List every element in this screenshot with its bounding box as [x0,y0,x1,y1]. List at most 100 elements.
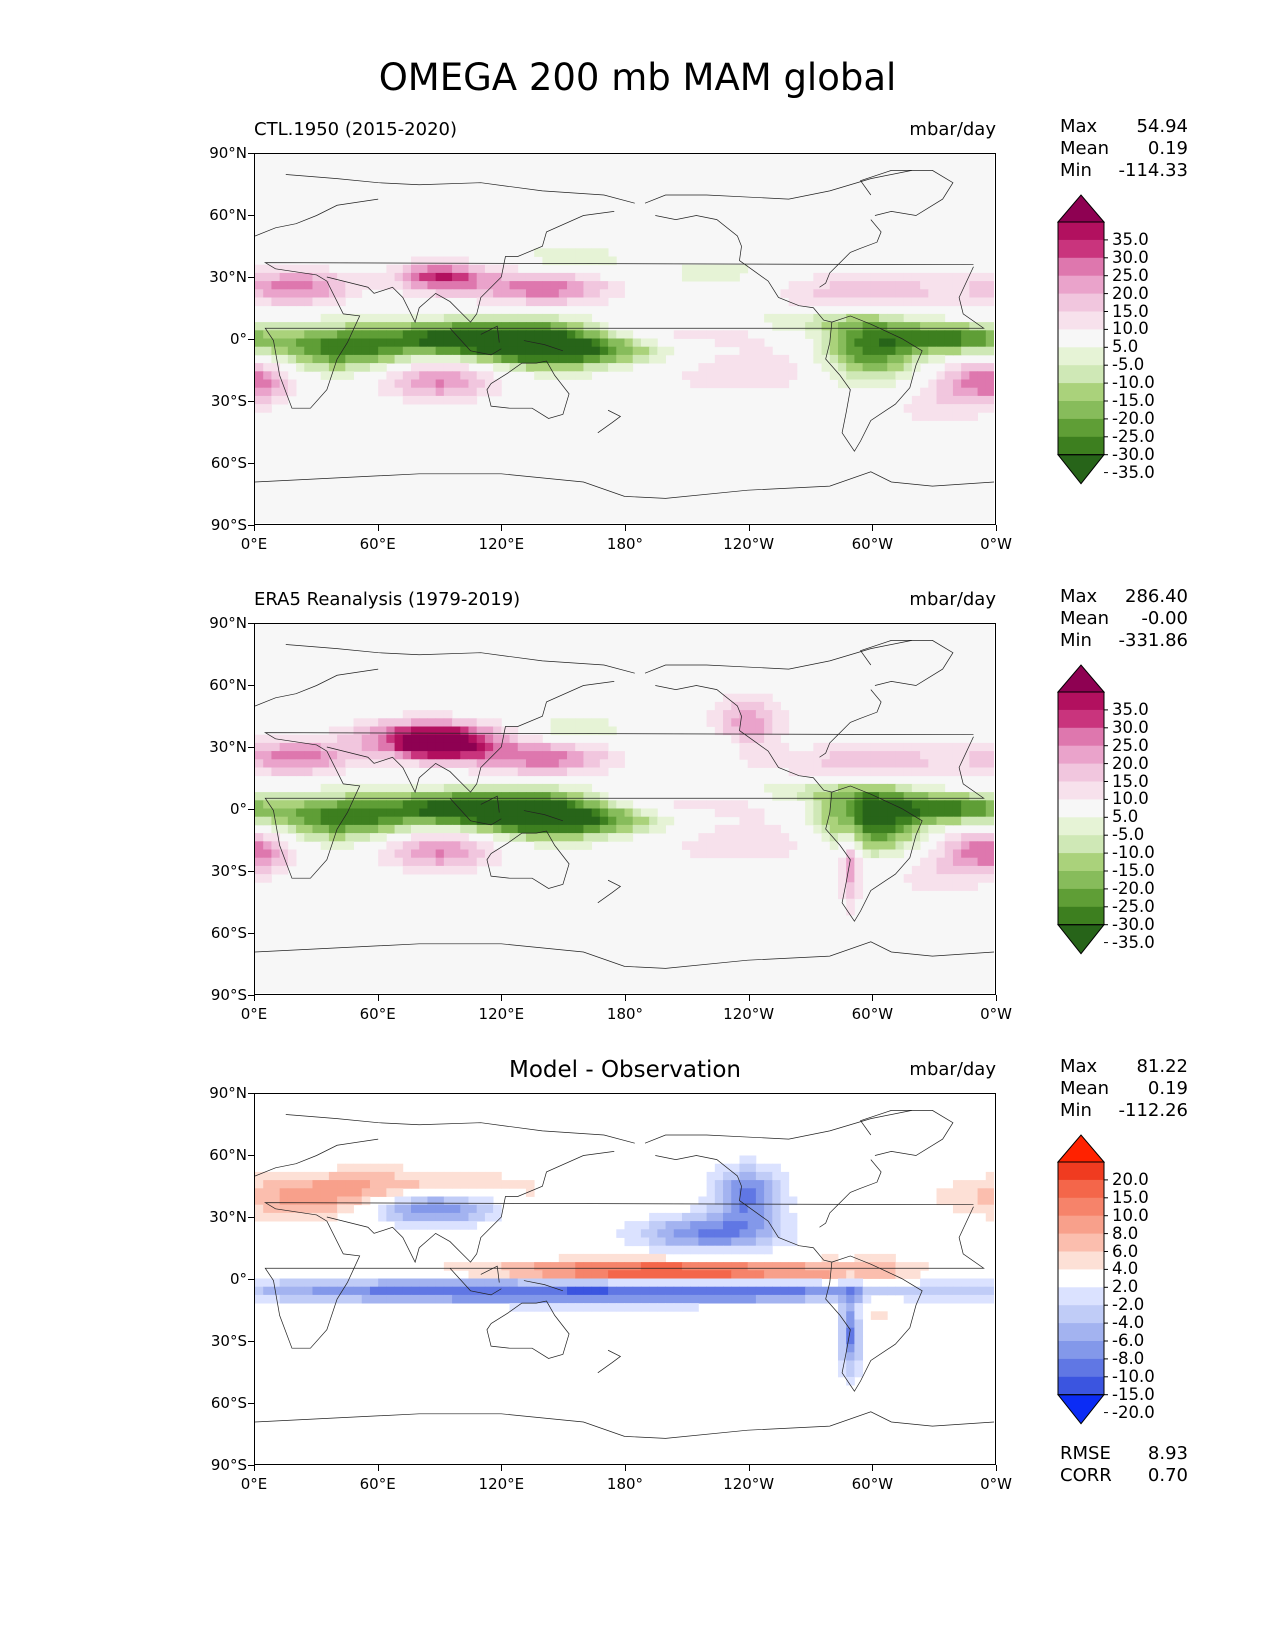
field-cell [312,1204,322,1214]
field-cell [731,1163,740,1173]
field-cell [846,783,855,793]
field-cell [542,751,552,760]
field-cell [402,272,412,282]
field-cell [534,371,543,380]
field-cell [361,1188,371,1197]
field-cell [328,330,338,339]
field-cell [427,816,437,826]
colorbar-label: -25.0 [1112,896,1155,916]
field-cell [969,1294,978,1304]
field-cell [731,264,740,274]
field-cell [550,338,560,348]
field-cell [509,354,519,364]
field-cell [394,1294,404,1304]
field-cell [632,1270,642,1279]
field-cell [534,338,543,348]
field-cell [640,1229,650,1238]
field-cell [591,751,601,760]
field-cell [591,338,601,348]
field-cell [255,1204,264,1214]
field-cell [780,1229,790,1238]
field-cell [271,816,281,826]
field-cell [583,371,593,380]
field-cell [263,363,272,372]
field-cell [419,710,428,719]
field-cell [567,759,576,768]
field-cell [739,1188,749,1197]
field-cell [640,1270,650,1279]
field-cell [353,1196,363,1206]
field-cell [328,1286,338,1296]
field-cell [837,800,847,809]
field-cell [599,322,609,331]
field-cell [985,1294,994,1304]
lat-tick-label: 60°N [209,1146,247,1164]
field-cell [337,824,346,834]
field-cell [772,849,781,859]
field-cell [427,783,437,793]
field-cell [452,816,461,826]
field-cell [870,833,880,842]
field-cell [887,313,896,323]
field-cell [271,800,281,809]
field-cell [476,1180,486,1189]
field-cell [747,759,757,768]
field-cell [361,281,371,290]
field-cell [599,354,609,364]
colorbar-swatch [1058,709,1104,729]
field-cell [320,264,330,274]
field-cell [345,800,354,809]
field-cell [386,751,395,760]
mean-label: Mean [1060,1078,1110,1099]
field-cell [911,759,921,768]
field-cell [255,272,264,282]
coastline [285,174,635,204]
field-cell [772,322,781,331]
field-cell [345,751,354,760]
field-cell [985,281,994,290]
lon-tick [996,995,997,1001]
field-cell [657,1270,666,1279]
field-cell [755,1171,765,1181]
field-cell [911,808,921,818]
field-cell [903,800,913,809]
field-cell [255,742,264,752]
field-cell [911,1286,921,1296]
field-cell [920,1286,929,1296]
field-cell [345,1171,354,1181]
field-cell [337,297,346,307]
field-cell [361,1163,371,1173]
field-cell [714,849,724,859]
field-cell [460,395,469,405]
field-cell [698,833,708,842]
field-cell [887,1286,896,1296]
field-cell [813,1278,822,1288]
field-cell [870,289,880,298]
field-cell [279,816,289,826]
field-cell [977,289,987,298]
field-cell [427,759,437,768]
field-cell [558,289,568,298]
field-cell [731,718,740,727]
field-cell [985,346,994,356]
field-cell [739,1155,749,1165]
field-cell [665,1270,675,1279]
field-cell [575,742,584,752]
field-cell [887,824,896,834]
field-cell [846,816,855,826]
field-cell [731,363,740,372]
field-cell [460,1196,469,1206]
field-cell [854,346,864,356]
field-cell [271,1180,281,1189]
field-cell [271,346,281,356]
field-cell [583,783,593,793]
field-cell [854,338,864,348]
field-cell [394,1188,404,1197]
field-cell [493,800,502,809]
field-cell [345,363,354,372]
field-cell [263,841,272,850]
field-cell [378,808,387,818]
lon-tick [625,1465,626,1471]
field-cell [484,289,494,298]
lat-tick-label: 30°N [209,738,247,756]
